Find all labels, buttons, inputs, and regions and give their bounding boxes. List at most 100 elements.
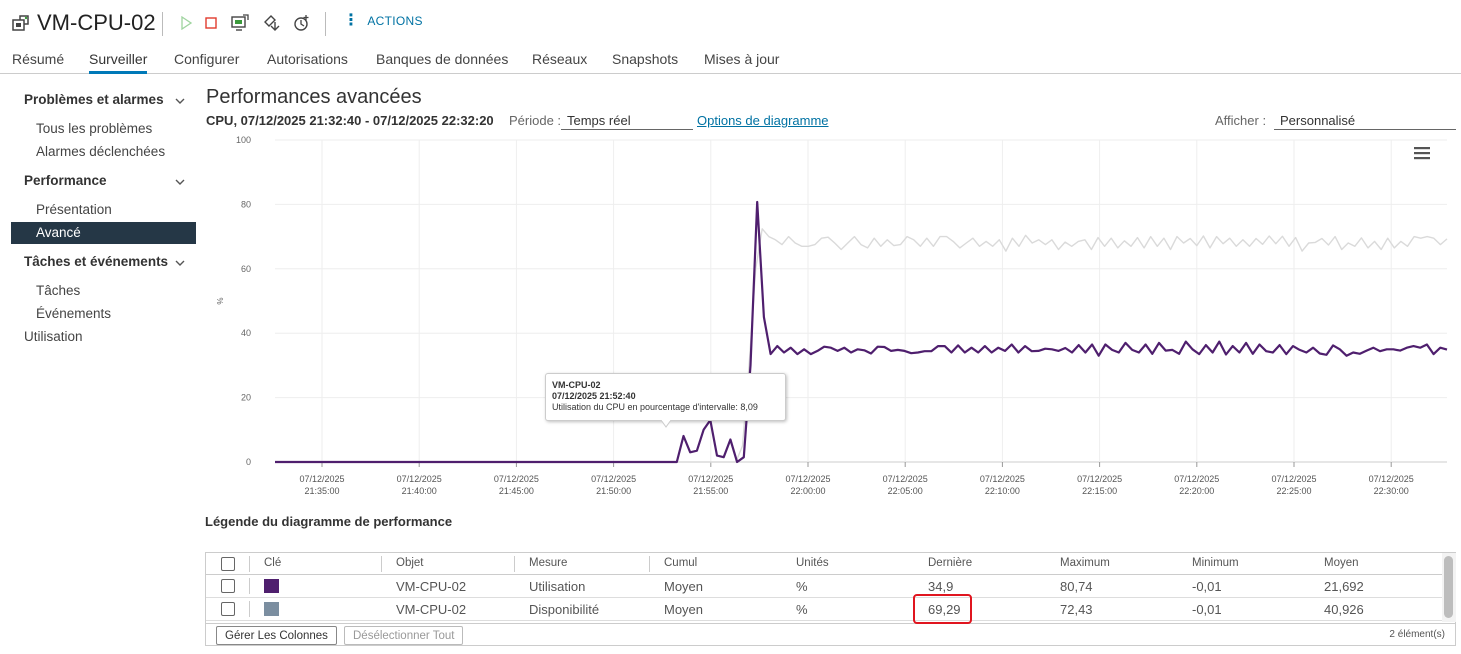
sidebar-item-utilization[interactable]: Utilisation (24, 329, 83, 344)
tab-datastores[interactable]: Banques de données (376, 51, 509, 67)
vm-title: VM-CPU-02 (37, 10, 156, 35)
column-header-last[interactable]: Dernière (928, 557, 973, 569)
cell-rollup: Moyen (664, 602, 704, 617)
y-tick-label: 20 (241, 393, 251, 403)
tab-configure[interactable]: Configurer (174, 51, 240, 67)
power-off-icon (205, 17, 217, 29)
grid-header: Clé Objet Mesure Cumul Unités Dernière M… (206, 553, 1442, 575)
x-tick-label: 22:20:00 (1179, 486, 1214, 496)
toolbar-divider (325, 12, 326, 36)
chart-subtitle: CPU, 07/12/2025 21:32:40 - 07/12/2025 22… (206, 113, 494, 128)
migrate-button[interactable] (262, 13, 282, 33)
cell-object: VM-CPU-02 (396, 579, 467, 594)
table-row[interactable]: VM-CPU-02 Disponibilité Moyen % 69,29 72… (206, 598, 1442, 621)
legend-grid: Clé Objet Mesure Cumul Unités Dernière M… (205, 552, 1456, 646)
x-tick-label: 07/12/2025 (1369, 474, 1414, 484)
tab-snapshots[interactable]: Snapshots (612, 51, 679, 67)
cell-last: 34,9 (928, 579, 954, 594)
x-tick-label: 22:05:00 (888, 486, 923, 496)
x-tick-label: 07/12/2025 (591, 474, 636, 484)
tab-updates[interactable]: Mises à jour (704, 51, 780, 67)
console-icon (231, 14, 249, 31)
column-header-key[interactable]: Clé (264, 557, 282, 569)
cell-units: % (796, 602, 808, 617)
sidebar-group-issues[interactable]: Problèmes et alarmes (24, 92, 164, 107)
column-header-object[interactable]: Objet (396, 557, 424, 569)
launch-console-button[interactable] (230, 13, 250, 33)
y-tick-label: 100 (236, 135, 251, 145)
sidebar-item-events[interactable]: Événements (36, 306, 112, 321)
sidebar-item-all-issues[interactable]: Tous les problèmes (36, 121, 153, 136)
cell-measure: Disponibilité (529, 602, 600, 617)
sidebar-item-advanced[interactable]: Avancé (11, 222, 196, 244)
chevron-down-icon[interactable] (173, 94, 187, 108)
x-tick-label: 21:50:00 (596, 486, 631, 496)
performance-chart: 0 20 40 60 80 100% 07/12/2025 21:35:00 07/12/202… (205, 132, 1455, 512)
y-tick-label: 80 (241, 199, 251, 209)
column-separator (381, 556, 382, 572)
column-header-units[interactable]: Unités (796, 557, 829, 569)
series-color-swatch (264, 579, 279, 593)
column-separator (249, 601, 250, 617)
column-header-avg[interactable]: Moyen (1324, 557, 1359, 569)
cell-measure: Utilisation (529, 579, 586, 594)
view-label: Afficher : (1215, 113, 1267, 128)
column-separator (514, 556, 515, 572)
object-header: VM-CPU-02 ⋮ ACTIONS (0, 0, 1461, 46)
chevron-down-icon[interactable] (173, 175, 187, 189)
view-select[interactable]: Personnalisé (1274, 111, 1456, 130)
x-tick-label: 07/12/2025 (785, 474, 830, 484)
table-row[interactable]: VM-CPU-02 Utilisation Moyen % 34,9 80,74… (206, 575, 1442, 598)
sidebar-item-triggered-alarms[interactable]: Alarmes déclenchées (36, 144, 166, 159)
cell-units: % (796, 579, 808, 594)
tab-permissions[interactable]: Autorisations (267, 51, 348, 67)
deselect-all-button[interactable]: Désélectionner Tout (344, 626, 464, 645)
chart-menu-icon[interactable] (1413, 146, 1431, 160)
x-tick-label: 07/12/2025 (1077, 474, 1122, 484)
sidebar-group-tasks-events[interactable]: Tâches et événements (24, 254, 169, 269)
power-on-button[interactable] (176, 13, 196, 33)
tab-networks[interactable]: Réseaux (532, 51, 588, 67)
row-checkbox[interactable] (221, 579, 235, 593)
y-tick-label: 0 (246, 457, 251, 467)
column-separator (249, 556, 250, 572)
column-separator (649, 556, 650, 572)
cell-min: -0,01 (1192, 602, 1222, 617)
snapshot-icon (294, 15, 309, 31)
sidebar-item-tasks[interactable]: Tâches (36, 283, 81, 298)
x-tick-label: 22:30:00 (1374, 486, 1409, 496)
chevron-down-icon[interactable] (173, 256, 187, 270)
row-checkbox[interactable] (221, 602, 235, 616)
chart-options-link[interactable]: Options de diagramme (697, 113, 829, 128)
x-tick-label: 07/12/2025 (688, 474, 733, 484)
column-header-max[interactable]: Maximum (1060, 557, 1110, 569)
x-tick-label: 21:45:00 (499, 486, 534, 496)
grid-scrollbar-thumb[interactable] (1444, 556, 1453, 618)
y-tick-label: 40 (241, 328, 251, 338)
kebab-icon: ⋮ (343, 12, 360, 29)
page-title: Performances avancées (206, 86, 422, 108)
column-header-rollup[interactable]: Cumul (664, 557, 698, 569)
x-tick-label: 21:55:00 (693, 486, 728, 496)
select-all-checkbox[interactable] (221, 557, 235, 571)
manage-columns-button[interactable]: Gérer Les Colonnes (216, 626, 337, 645)
period-select[interactable]: Temps réel (561, 111, 693, 130)
y-axis-label: % (216, 297, 225, 304)
sidebar-item-label: Avancé (36, 225, 81, 240)
column-separator (249, 578, 250, 594)
cell-min: -0,01 (1192, 579, 1222, 594)
column-header-measure[interactable]: Mesure (529, 557, 568, 569)
power-off-button[interactable] (201, 13, 221, 33)
snapshot-button[interactable] (292, 13, 312, 33)
tooltip-object: VM-CPU-02 (552, 380, 601, 390)
tab-monitor[interactable]: Surveiller (89, 51, 148, 74)
object-tabs: Résumé Surveiller Configurer Autorisatio… (0, 48, 1461, 74)
x-tick-label: 22:25:00 (1276, 486, 1311, 496)
actions-menu-button[interactable]: ⋮ ACTIONS (343, 12, 423, 29)
x-tick-label: 07/12/2025 (397, 474, 442, 484)
sidebar-item-overview[interactable]: Présentation (36, 202, 112, 217)
column-header-min[interactable]: Minimum (1192, 557, 1239, 569)
x-tick-label: 07/12/2025 (1174, 474, 1219, 484)
tab-resume[interactable]: Résumé (12, 51, 65, 67)
sidebar-group-performance[interactable]: Performance (24, 173, 107, 188)
